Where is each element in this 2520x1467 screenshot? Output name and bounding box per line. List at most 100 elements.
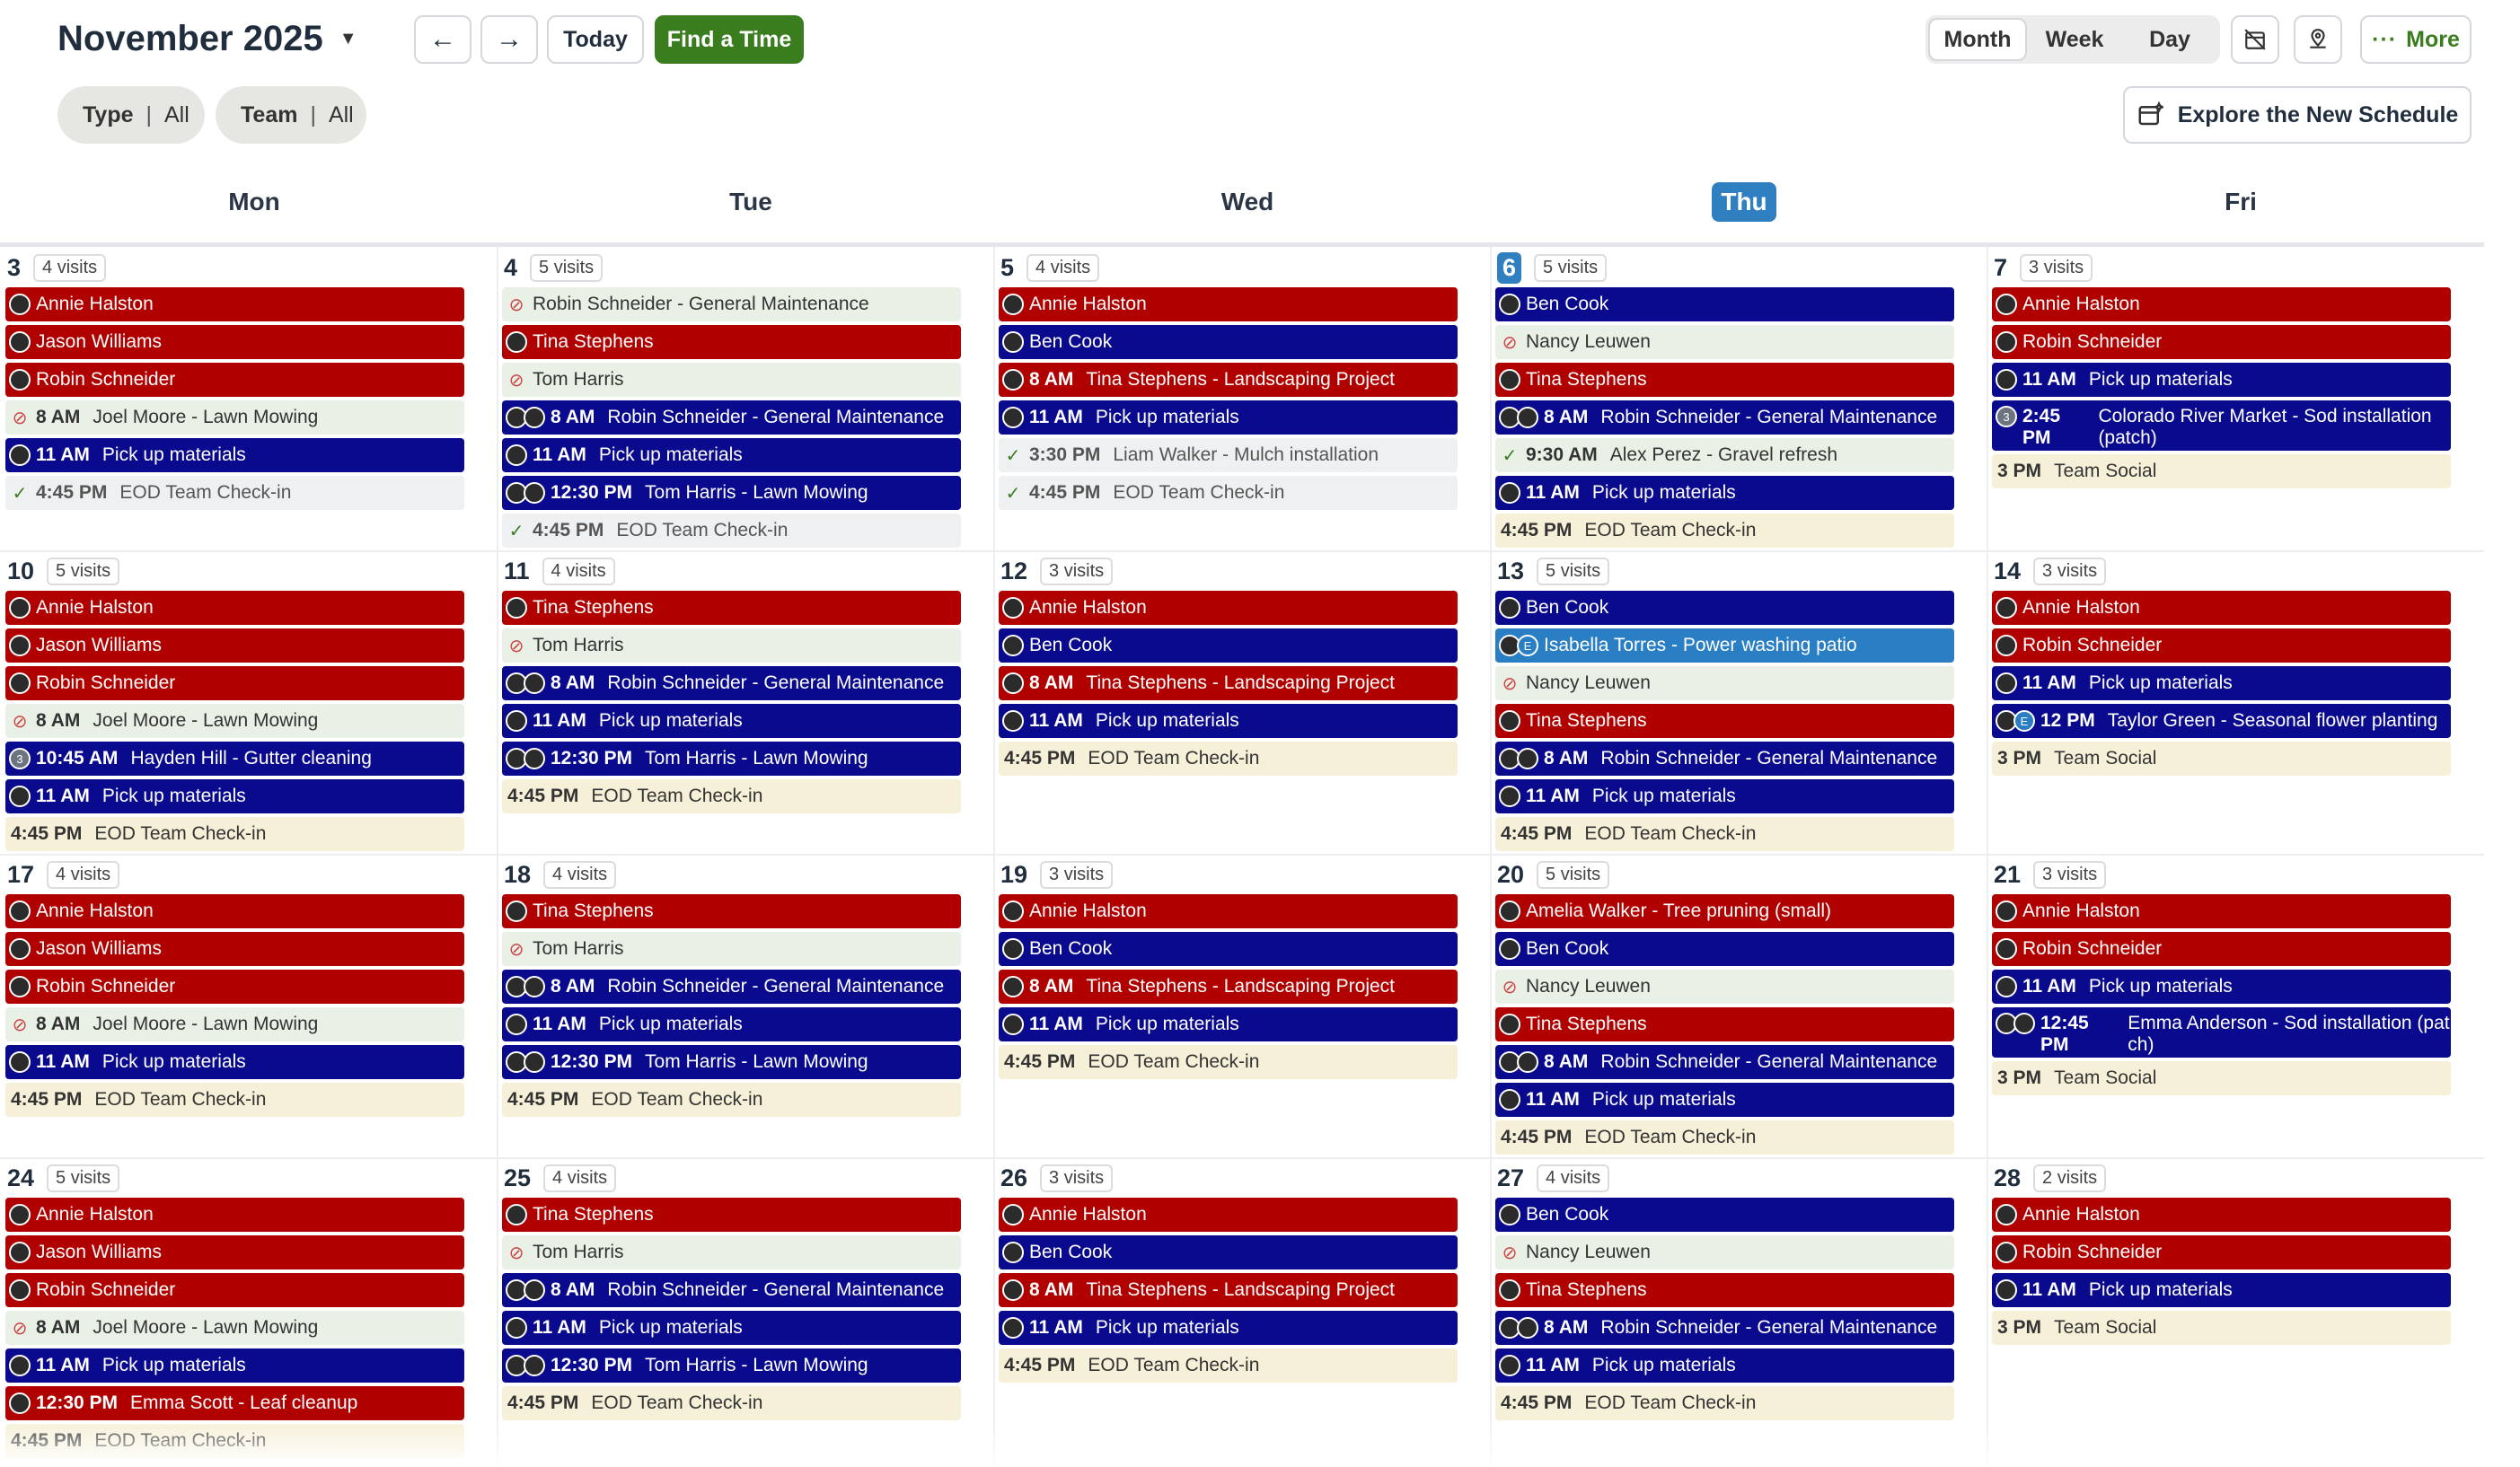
- calendar-event[interactable]: Ben Cook: [1495, 932, 1954, 966]
- day-cell[interactable]: 24 5 visits Annie Halston Jason Williams Rob…: [0, 1162, 497, 1462]
- hide-unscheduled-button[interactable]: [2231, 15, 2279, 64]
- calendar-event[interactable]: ⊘ 8 AM Joel Moore - Lawn Mowing: [5, 400, 464, 435]
- calendar-event[interactable]: 3 10:45 AM Hayden Hill - Gutter cleaning: [5, 742, 464, 776]
- calendar-event[interactable]: 11 AM Pick up materials: [1495, 476, 1954, 510]
- next-month-button[interactable]: →: [480, 15, 538, 64]
- calendar-event[interactable]: 11 AM Pick up materials: [1992, 970, 2451, 1004]
- view-week-button[interactable]: Week: [2045, 26, 2104, 52]
- calendar-event[interactable]: 11 AM Pick up materials: [5, 779, 464, 813]
- day-number[interactable]: 18: [504, 860, 532, 888]
- calendar-event[interactable]: 11 AM Pick up materials: [1495, 779, 1954, 813]
- calendar-event[interactable]: ✓ 9:30 AM Alex Perez - Gravel refresh: [1495, 438, 1954, 472]
- calendar-event[interactable]: 11 AM Pick up materials: [1495, 1083, 1954, 1117]
- calendar-event[interactable]: 4:45 PM EOD Team Check-in: [1495, 514, 1954, 548]
- calendar-event[interactable]: E 12 PM Taylor Green - Seasonal flower pla…: [1992, 704, 2451, 738]
- calendar-event[interactable]: Jason Williams: [5, 1235, 464, 1269]
- calendar-event[interactable]: Robin Schneider: [1992, 325, 2451, 359]
- day-cell[interactable]: 6 5 visits Ben Cook ⊘ Nancy Leuwen Tina Steph…: [1490, 251, 1987, 551]
- calendar-event[interactable]: Tina Stephens: [1495, 1007, 1954, 1041]
- calendar-event[interactable]: 3 PM Team Social: [1992, 1061, 2451, 1095]
- calendar-event[interactable]: 8 AM Robin Schneider - General Maintenanc…: [502, 1273, 961, 1307]
- explore-new-schedule-button[interactable]: Explore the New Schedule: [2123, 86, 2472, 144]
- calendar-event[interactable]: 12:30 PM Tom Harris - Lawn Mowing: [502, 742, 961, 776]
- calendar-event[interactable]: 8 AM Robin Schneider - General Maintenanc…: [1495, 1311, 1954, 1345]
- day-cell[interactable]: 20 5 visits Amelia Walker - Tree pruning (…: [1490, 858, 1987, 1158]
- calendar-event[interactable]: 12:45 PM Emma Anderson - Sod installation…: [1992, 1007, 2451, 1058]
- type-filter[interactable]: Type | All: [57, 86, 205, 144]
- calendar-event[interactable]: 4:45 PM EOD Team Check-in: [502, 779, 961, 813]
- calendar-event[interactable]: 8 AM Tina Stephens - Landscaping Project: [999, 970, 1458, 1004]
- visits-count-badge[interactable]: 4 visits: [1537, 1164, 1610, 1192]
- calendar-event[interactable]: Robin Schneider: [1992, 932, 2451, 966]
- calendar-event[interactable]: 8 AM Robin Schneider - General Maintenanc…: [1495, 1045, 1954, 1079]
- day-number[interactable]: 27: [1497, 1164, 1525, 1191]
- calendar-event[interactable]: ⊘ Tom Harris: [502, 932, 961, 966]
- calendar-event[interactable]: ⊘ Tom Harris: [502, 363, 961, 397]
- calendar-event[interactable]: 11 AM Pick up materials: [5, 438, 464, 472]
- calendar-event[interactable]: ⊘ Robin Schneider - General Maintenance: [502, 287, 961, 321]
- day-cell[interactable]: 26 3 visits Annie Halston Ben Cook 8 AM Tina …: [993, 1162, 1490, 1386]
- team-filter[interactable]: Team | All: [216, 86, 366, 144]
- calendar-event[interactable]: 11 AM Pick up materials: [999, 1311, 1458, 1345]
- calendar-event[interactable]: ✓ 3:30 PM Liam Walker - Mulch installation: [999, 438, 1458, 472]
- calendar-event[interactable]: ⊘ Tom Harris: [502, 628, 961, 663]
- view-month-button[interactable]: Month: [1928, 18, 2027, 61]
- calendar-event[interactable]: Annie Halston: [1992, 287, 2451, 321]
- calendar-event[interactable]: Robin Schneider: [5, 1273, 464, 1307]
- calendar-event[interactable]: 12:30 PM Tom Harris - Lawn Mowing: [502, 1348, 961, 1383]
- day-number[interactable]: 21: [1994, 860, 2022, 888]
- calendar-event[interactable]: Ben Cook: [1495, 591, 1954, 625]
- calendar-event[interactable]: 11 AM Pick up materials: [999, 704, 1458, 738]
- calendar-event[interactable]: 11 AM Pick up materials: [502, 438, 961, 472]
- visits-count-badge[interactable]: 4 visits: [33, 253, 107, 282]
- calendar-event[interactable]: Ben Cook: [999, 1235, 1458, 1269]
- calendar-event[interactable]: 4:45 PM EOD Team Check-in: [1495, 1386, 1954, 1420]
- today-button[interactable]: Today: [547, 15, 644, 64]
- calendar-event[interactable]: 4:45 PM EOD Team Check-in: [502, 1083, 961, 1117]
- calendar-event[interactable]: Ben Cook: [999, 932, 1458, 966]
- day-number[interactable]: 24: [7, 1164, 35, 1191]
- calendar-event[interactable]: Robin Schneider: [5, 970, 464, 1004]
- calendar-event[interactable]: ✓ 4:45 PM EOD Team Check-in: [502, 514, 961, 548]
- calendar-event[interactable]: Annie Halston: [5, 894, 464, 928]
- visits-count-badge[interactable]: 3 visits: [1040, 860, 1114, 889]
- calendar-event[interactable]: 8 AM Robin Schneider - General Maintenanc…: [502, 970, 961, 1004]
- calendar-event[interactable]: Robin Schneider: [5, 666, 464, 700]
- calendar-event[interactable]: ⊘ 8 AM Joel Moore - Lawn Mowing: [5, 704, 464, 738]
- calendar-event[interactable]: 8 AM Tina Stephens - Landscaping Project: [999, 363, 1458, 397]
- day-cell[interactable]: 28 2 visits Annie Halston Robin Schneider 11…: [1987, 1162, 2483, 1348]
- visits-count-badge[interactable]: 5 visits: [1537, 860, 1610, 889]
- find-a-time-button[interactable]: Find a Time: [655, 15, 804, 64]
- visits-count-badge[interactable]: 2 visits: [2033, 1164, 2107, 1192]
- calendar-event[interactable]: Jason Williams: [5, 628, 464, 663]
- calendar-event[interactable]: Robin Schneider: [1992, 1235, 2451, 1269]
- visits-count-badge[interactable]: 3 visits: [2020, 253, 2093, 282]
- day-number[interactable]: 6: [1497, 251, 1522, 284]
- day-number[interactable]: 26: [1000, 1164, 1028, 1191]
- more-button[interactable]: ··· More: [2360, 15, 2472, 64]
- calendar-event[interactable]: 11 AM Pick up materials: [502, 1007, 961, 1041]
- calendar-event[interactable]: ⊘ Nancy Leuwen: [1495, 325, 1954, 359]
- calendar-event[interactable]: Tina Stephens: [502, 894, 961, 928]
- calendar-event[interactable]: 4:45 PM EOD Team Check-in: [999, 742, 1458, 776]
- day-cell[interactable]: 12 3 visits Annie Halston Ben Cook 8 AM Tina …: [993, 555, 1490, 779]
- calendar-event[interactable]: Ben Cook: [999, 628, 1458, 663]
- day-number[interactable]: 10: [7, 557, 35, 584]
- calendar-event[interactable]: Robin Schneider: [1992, 628, 2451, 663]
- calendar-event[interactable]: 11 AM Pick up materials: [5, 1348, 464, 1383]
- visits-count-badge[interactable]: 5 visits: [47, 557, 120, 585]
- day-cell[interactable]: 18 4 visits Tina Stephens ⊘ Tom Harris 8 AM Ro…: [497, 858, 993, 1120]
- calendar-event[interactable]: ✓ 4:45 PM EOD Team Check-in: [999, 476, 1458, 510]
- visits-count-badge[interactable]: 4 visits: [542, 557, 615, 585]
- day-cell[interactable]: 17 4 visits Annie Halston Jason Williams Rob…: [0, 858, 497, 1120]
- visits-count-badge[interactable]: 5 visits: [47, 1164, 120, 1192]
- day-cell[interactable]: 3 4 visits Annie Halston Jason Williams Robi…: [0, 251, 497, 514]
- calendar-event[interactable]: 11 AM Pick up materials: [1495, 1348, 1954, 1383]
- day-number[interactable]: 4: [504, 253, 518, 281]
- visits-count-badge[interactable]: 4 visits: [1027, 253, 1100, 282]
- chevron-down-icon[interactable]: ▼: [339, 28, 357, 48]
- day-cell[interactable]: 7 3 visits Annie Halston Robin Schneider 11 …: [1987, 251, 2483, 492]
- visits-count-badge[interactable]: 5 visits: [530, 253, 604, 282]
- calendar-event[interactable]: Tina Stephens: [502, 325, 961, 359]
- day-cell[interactable]: 4 5 visits ⊘ Robin Schneider - General Main…: [497, 251, 993, 551]
